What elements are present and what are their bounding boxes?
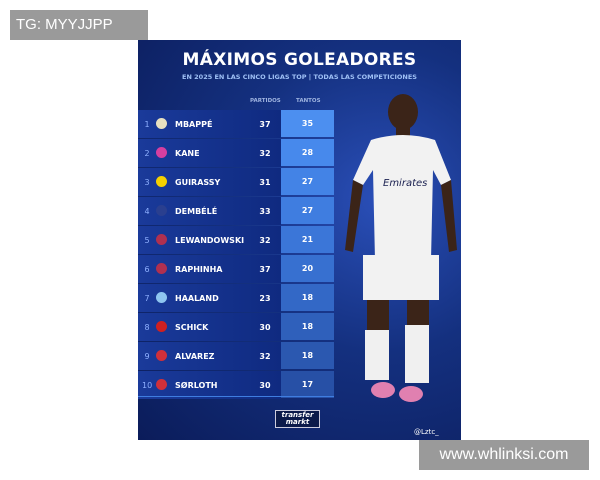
real-madrid-crest-icon	[156, 118, 167, 129]
table-row: 10 SØRLOTH 30 17	[138, 371, 334, 399]
poster-title: MÁXIMOS GOLEADORES	[182, 50, 417, 70]
goals: 21	[281, 226, 334, 253]
matches-played: 23	[259, 294, 271, 303]
watermark-top: TG: MYYJJPP	[10, 10, 148, 40]
matches-played: 32	[259, 352, 271, 361]
goals: 27	[281, 197, 334, 224]
poster-subtitle: EN 2025 EN LAS CINCO LIGAS TOP | TODAS L…	[182, 73, 417, 81]
player-name: MBAPPÉ	[175, 120, 213, 129]
table-row: 6 RAPHINHA 37 20	[138, 255, 334, 283]
rank: 7	[144, 294, 150, 303]
watermark-bottom: www.whlinksi.com	[419, 440, 589, 470]
rank: 9	[144, 352, 150, 361]
table-row: 2 KANE 32 28	[138, 139, 334, 167]
weibo-handle: @Lztc_	[414, 428, 439, 436]
svg-text:Emirates: Emirates	[383, 178, 427, 189]
goals: 18	[281, 313, 334, 340]
logo-text: transfer	[281, 411, 314, 419]
player-name: KANE	[175, 149, 200, 158]
atletico-crest-icon	[156, 350, 167, 361]
header-partidos: PARTIDOS	[250, 98, 281, 104]
table-row: 4 DEMBÉLÉ 33 27	[138, 197, 334, 225]
bayern-crest-icon	[156, 147, 167, 158]
leverkusen-crest-icon	[156, 321, 167, 332]
logo-text: markt	[285, 418, 310, 426]
matches-played: 32	[259, 236, 271, 245]
goals: 20	[281, 255, 334, 282]
table-divider	[138, 396, 334, 397]
matches-played: 31	[259, 178, 271, 187]
player-name: ALVAREZ	[175, 352, 215, 361]
table-row: 7 HAALAND 23 18	[138, 284, 334, 312]
table-row: 8 SCHICK 30 18	[138, 313, 334, 341]
header-tantos: TANTOS	[296, 98, 321, 104]
matches-played: 37	[259, 120, 271, 129]
man-city-crest-icon	[156, 292, 167, 303]
transfermarkt-logo: transfer markt	[275, 410, 320, 428]
rank: 1	[144, 120, 150, 129]
matches-played: 32	[259, 149, 271, 158]
goals: 17	[281, 371, 334, 398]
goals: 27	[281, 168, 334, 195]
player-name: RAPHINHA	[175, 265, 223, 274]
barcelona-crest-icon	[156, 234, 167, 245]
top-scorers-poster: MÁXIMOS GOLEADORES EN 2025 EN LAS CINCO …	[138, 40, 461, 440]
matches-played: 33	[259, 207, 271, 216]
atletico-crest-icon	[156, 379, 167, 390]
rank: 4	[144, 207, 150, 216]
dortmund-crest-icon	[156, 176, 167, 187]
rank: 3	[144, 178, 150, 187]
player-name: SCHICK	[175, 323, 209, 332]
table-row: 3 GUIRASSY 31 27	[138, 168, 334, 196]
rank: 8	[144, 323, 150, 332]
rank: 5	[144, 236, 150, 245]
table-row: 5 LEWANDOWSKI 32 21	[138, 226, 334, 254]
barcelona-crest-icon	[156, 263, 167, 274]
player-name: LEWANDOWSKI	[175, 236, 245, 245]
goals: 18	[281, 342, 334, 369]
matches-played: 30	[259, 381, 271, 390]
player-name: HAALAND	[175, 294, 219, 303]
rank: 10	[142, 381, 153, 390]
table-row: 9 ALVAREZ 32 18	[138, 342, 334, 370]
player-name: DEMBÉLÉ	[175, 207, 218, 216]
rank: 6	[144, 265, 150, 274]
goals: 18	[281, 284, 334, 311]
goals: 35	[281, 110, 334, 137]
player-name: SØRLOTH	[175, 381, 218, 390]
goals: 28	[281, 139, 334, 166]
player-name: GUIRASSY	[175, 178, 221, 187]
table-row: 1 MBAPPÉ 37 35	[138, 110, 334, 138]
player-image: Emirates	[345, 94, 457, 402]
psg-crest-icon	[156, 205, 167, 216]
rank: 2	[144, 149, 150, 158]
matches-played: 37	[259, 265, 271, 274]
matches-played: 30	[259, 323, 271, 332]
